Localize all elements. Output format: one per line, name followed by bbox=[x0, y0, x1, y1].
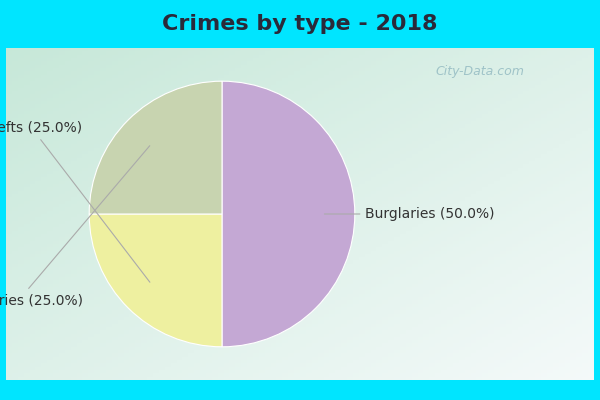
Text: Robberies (25.0%): Robberies (25.0%) bbox=[0, 146, 150, 307]
Text: Thefts (25.0%): Thefts (25.0%) bbox=[0, 121, 150, 282]
Text: Burglaries (50.0%): Burglaries (50.0%) bbox=[325, 207, 495, 221]
Text: Crimes by type - 2018: Crimes by type - 2018 bbox=[162, 14, 438, 34]
Wedge shape bbox=[89, 214, 222, 347]
Text: City-Data.com: City-Data.com bbox=[436, 66, 524, 78]
Wedge shape bbox=[222, 81, 355, 347]
Wedge shape bbox=[89, 81, 222, 214]
